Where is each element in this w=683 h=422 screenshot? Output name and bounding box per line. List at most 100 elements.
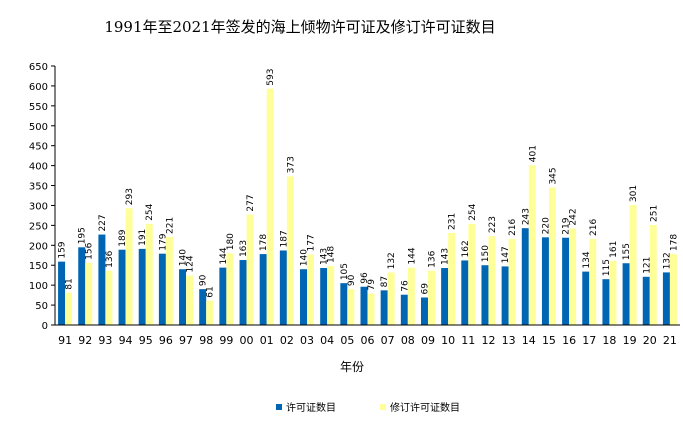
data-label: 178 bbox=[669, 234, 679, 251]
data-label: 132 bbox=[662, 252, 672, 269]
bar-revised-02 bbox=[286, 176, 294, 325]
data-label: 124 bbox=[186, 255, 196, 272]
x-tick-label: 02 bbox=[280, 334, 294, 347]
data-label: 134 bbox=[582, 251, 592, 268]
x-tick-label: 12 bbox=[481, 334, 495, 347]
y-tick-label: 400 bbox=[29, 162, 48, 173]
y-tick-label: 250 bbox=[29, 221, 48, 232]
data-label: 301 bbox=[629, 185, 639, 202]
data-label: 140 bbox=[179, 249, 189, 266]
x-tick-label: 10 bbox=[441, 334, 455, 347]
bar-revised-08 bbox=[407, 267, 415, 325]
x-tick-label: 99 bbox=[219, 334, 233, 347]
bar-permits-94 bbox=[118, 249, 126, 325]
x-tick-label: 01 bbox=[260, 334, 274, 347]
y-tick-label: 600 bbox=[29, 82, 48, 93]
data-label: 140 bbox=[300, 249, 310, 266]
data-label: 373 bbox=[286, 156, 296, 173]
bar-permits-95 bbox=[138, 248, 146, 325]
y-tick-label: 0 bbox=[42, 321, 48, 332]
x-tick-label: 97 bbox=[179, 334, 193, 347]
data-label: 90 bbox=[347, 274, 357, 286]
bar-revised-11 bbox=[468, 223, 476, 325]
bar-revised-16 bbox=[569, 228, 577, 325]
bar-revised-09 bbox=[427, 270, 435, 325]
x-tick-label: 91 bbox=[58, 334, 72, 347]
data-label: 345 bbox=[548, 167, 558, 184]
bar-permits-21 bbox=[662, 272, 670, 325]
y-tick-label: 650 bbox=[29, 62, 48, 73]
bar-revised-91 bbox=[65, 292, 73, 325]
data-label: 147 bbox=[501, 246, 511, 263]
bar-permits-13 bbox=[501, 266, 509, 325]
bar-permits-10 bbox=[441, 268, 449, 325]
data-label: 401 bbox=[528, 145, 538, 162]
data-label: 105 bbox=[340, 263, 350, 280]
x-tick-label: 11 bbox=[461, 334, 475, 347]
bar-permits-05 bbox=[340, 283, 348, 325]
data-label: 136 bbox=[105, 250, 115, 267]
bar-permits-20 bbox=[642, 276, 650, 325]
data-label: 242 bbox=[569, 208, 579, 225]
bar-revised-05 bbox=[347, 289, 355, 325]
bar-permits-09 bbox=[420, 297, 428, 325]
x-tick-label: 04 bbox=[320, 334, 334, 347]
data-label: 189 bbox=[118, 229, 128, 246]
bar-revised-10 bbox=[448, 232, 456, 325]
data-label: 195 bbox=[78, 227, 88, 244]
data-label: 61 bbox=[206, 286, 216, 297]
x-tick-label: 98 bbox=[199, 334, 213, 347]
x-tick-label: 03 bbox=[300, 334, 314, 347]
bar-revised-15 bbox=[548, 187, 556, 325]
bar-permits-17 bbox=[582, 271, 590, 325]
bar-permits-16 bbox=[562, 237, 570, 325]
bar-permits-04 bbox=[320, 268, 328, 325]
x-tick-label: 92 bbox=[78, 334, 92, 347]
y-tick-label: 200 bbox=[29, 241, 48, 252]
data-label: 179 bbox=[158, 233, 168, 250]
data-label: 144 bbox=[407, 247, 417, 264]
bar-revised-12 bbox=[488, 236, 496, 325]
data-label: 96 bbox=[360, 272, 370, 284]
data-label: 251 bbox=[649, 205, 659, 222]
legend-swatch-revised-permits bbox=[380, 403, 386, 410]
data-label: 79 bbox=[367, 279, 377, 291]
data-label: 231 bbox=[448, 213, 458, 230]
y-tick-label: 300 bbox=[29, 201, 48, 212]
data-label: 69 bbox=[420, 283, 430, 295]
y-tick-label: 50 bbox=[35, 301, 48, 312]
x-tick-label: 15 bbox=[542, 334, 556, 347]
x-tick-label: 93 bbox=[98, 334, 112, 347]
bar-permits-96 bbox=[158, 253, 166, 325]
y-tick-label: 150 bbox=[29, 261, 48, 272]
data-label: 219 bbox=[562, 217, 572, 234]
bar-revised-99 bbox=[226, 253, 234, 325]
bar-revised-13 bbox=[508, 238, 516, 325]
data-label: 227 bbox=[98, 214, 108, 231]
chart-title: 1991年至2021年签发的海上倾物许可证及修订许可证数目 bbox=[104, 18, 496, 36]
data-label: 87 bbox=[380, 276, 390, 287]
bar-revised-21 bbox=[669, 254, 677, 325]
bar-permits-03 bbox=[300, 269, 308, 325]
data-label: 90 bbox=[199, 274, 209, 286]
bar-permits-18 bbox=[602, 279, 610, 325]
legend-label-permits: 许可证数目 bbox=[286, 403, 336, 414]
data-label: 254 bbox=[468, 203, 478, 220]
data-label: 223 bbox=[488, 216, 498, 233]
data-label: 254 bbox=[145, 203, 155, 220]
bar-permits-02 bbox=[279, 250, 287, 325]
bar-permits-97 bbox=[179, 269, 187, 325]
bar-permits-14 bbox=[521, 228, 529, 325]
data-label: 155 bbox=[622, 243, 632, 260]
data-label: 144 bbox=[219, 247, 229, 264]
bar-permits-11 bbox=[461, 260, 469, 325]
data-label: 132 bbox=[387, 252, 397, 269]
bar-revised-19 bbox=[629, 205, 637, 325]
legend-label-revised-permits: 修订许可证数目 bbox=[390, 403, 460, 414]
data-label: 150 bbox=[481, 245, 491, 262]
bar-permits-93 bbox=[98, 234, 106, 325]
x-tick-label: 17 bbox=[582, 334, 596, 347]
data-label: 221 bbox=[165, 217, 175, 234]
x-tick-label: 95 bbox=[139, 334, 153, 347]
